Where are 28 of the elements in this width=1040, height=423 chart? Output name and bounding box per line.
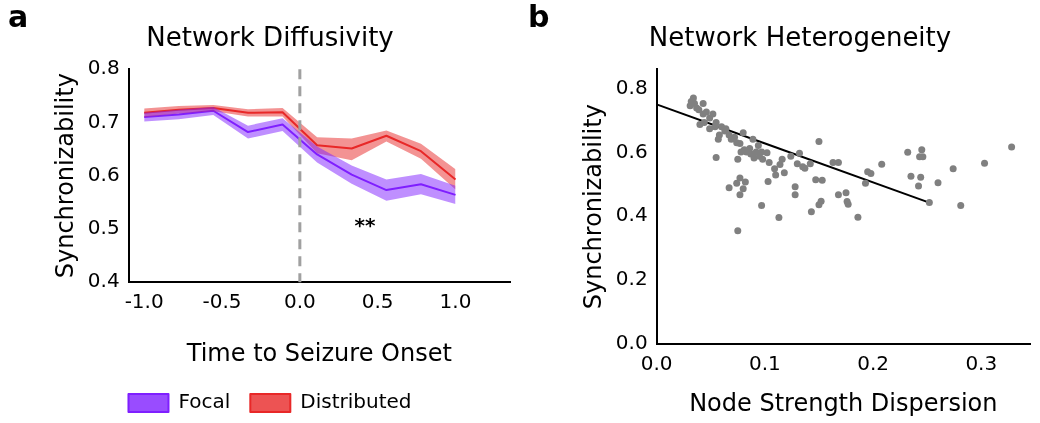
x-tick-label: 0.1 bbox=[748, 351, 781, 376]
y-axis-title: Synchronizability bbox=[578, 104, 607, 310]
y-tick-label: 0.6 bbox=[615, 138, 648, 163]
text: a bbox=[8, 0, 29, 34]
legend-label: Distributed bbox=[300, 389, 412, 414]
x-axis-title: Node Strength Dispersion bbox=[689, 388, 998, 417]
legend-label: Focal bbox=[178, 389, 231, 414]
y-tick-label: 0.6 bbox=[87, 161, 120, 186]
y-axis-title: Synchronizability bbox=[50, 73, 79, 279]
chart-title: Network Diffusivity bbox=[146, 22, 394, 53]
x-tick-label: 0.3 bbox=[965, 351, 998, 376]
x-tick-label: 0.0 bbox=[283, 289, 316, 314]
x-tick-label: -0.5 bbox=[202, 289, 242, 314]
y-tick-label: 0.8 bbox=[87, 55, 120, 80]
x-tick-label: 1.0 bbox=[439, 289, 472, 314]
text: b bbox=[528, 0, 550, 34]
y-tick-label: 0.8 bbox=[615, 74, 648, 99]
x-tick-label: 0.5 bbox=[361, 289, 394, 314]
x-tick-label: 0.2 bbox=[857, 351, 889, 376]
y-tick-label: 0.4 bbox=[87, 268, 120, 293]
annotation: ** bbox=[354, 213, 377, 238]
chart-title: Network Heterogeneity bbox=[648, 22, 952, 53]
x-tick-label: -1.0 bbox=[124, 289, 164, 314]
y-tick-label: 0.5 bbox=[87, 215, 120, 240]
x-axis-title: Time to Seizure Onset bbox=[185, 338, 452, 367]
y-tick-label: 0.7 bbox=[87, 108, 120, 133]
y-tick-label: 0.2 bbox=[615, 266, 648, 291]
y-tick-label: 0.4 bbox=[615, 202, 648, 227]
